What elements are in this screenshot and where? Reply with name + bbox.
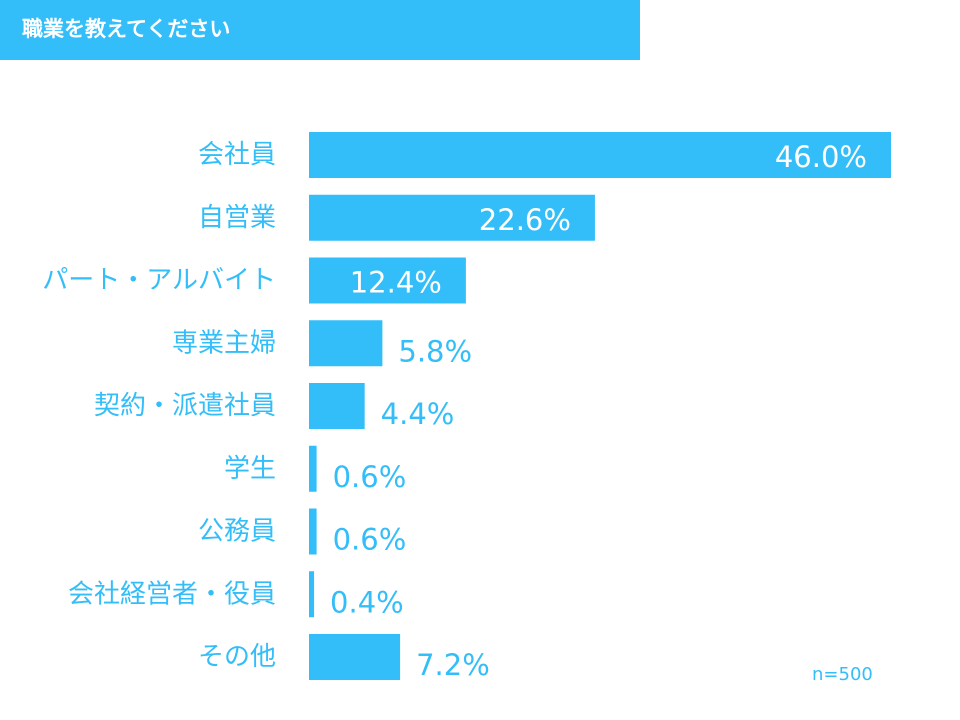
category-label: 自営業	[198, 203, 276, 233]
bar-row: 専業主婦 5.8%	[172, 320, 472, 368]
bar	[309, 132, 891, 178]
category-label: 会社経営者・役員	[68, 579, 276, 609]
value-label: 0.6%	[333, 460, 407, 494]
bar-row: 公務員 0.6%	[198, 508, 407, 557]
bar	[309, 383, 365, 429]
bar-row: パート・アルバイト 12.4%	[42, 257, 466, 304]
bar-row: 会社員 46.0%	[198, 132, 891, 178]
bar	[309, 571, 315, 618]
value-label: 7.2%	[416, 648, 490, 682]
value-label: 4.4%	[381, 397, 455, 431]
bar	[309, 634, 401, 680]
bar-row: 自営業 22.6%	[198, 194, 595, 241]
value-label: 0.6%	[333, 523, 407, 557]
category-label: 会社員	[198, 140, 276, 170]
bar	[309, 508, 317, 555]
category-label: 学生	[224, 454, 276, 484]
bar	[309, 320, 383, 367]
bar	[309, 194, 595, 241]
bar	[309, 257, 466, 304]
sample-size-note: n=500	[812, 664, 873, 685]
bar-row: 契約・派遣社員 4.4%	[94, 383, 454, 431]
value-label: 5.8%	[398, 334, 472, 368]
category-label: 契約・派遣社員	[94, 391, 276, 421]
value-label: 0.4%	[330, 585, 404, 619]
page-title: 職業を教えてください	[22, 17, 231, 41]
header-bar: 職業を教えてください	[0, 0, 640, 60]
category-label: 公務員	[198, 517, 276, 547]
bar-row: 学生 0.6%	[224, 445, 407, 494]
bar	[309, 445, 317, 492]
category-label: パート・アルバイト	[42, 266, 276, 296]
bar-row: その他 7.2%	[198, 634, 490, 682]
bar-row: 会社経営者・役員 0.4%	[68, 571, 404, 619]
value-label: 22.6%	[479, 203, 571, 237]
value-label: 12.4%	[350, 266, 442, 300]
value-label: 46.0%	[775, 140, 867, 174]
category-label: 専業主婦	[172, 328, 276, 358]
category-label: その他	[198, 642, 276, 672]
